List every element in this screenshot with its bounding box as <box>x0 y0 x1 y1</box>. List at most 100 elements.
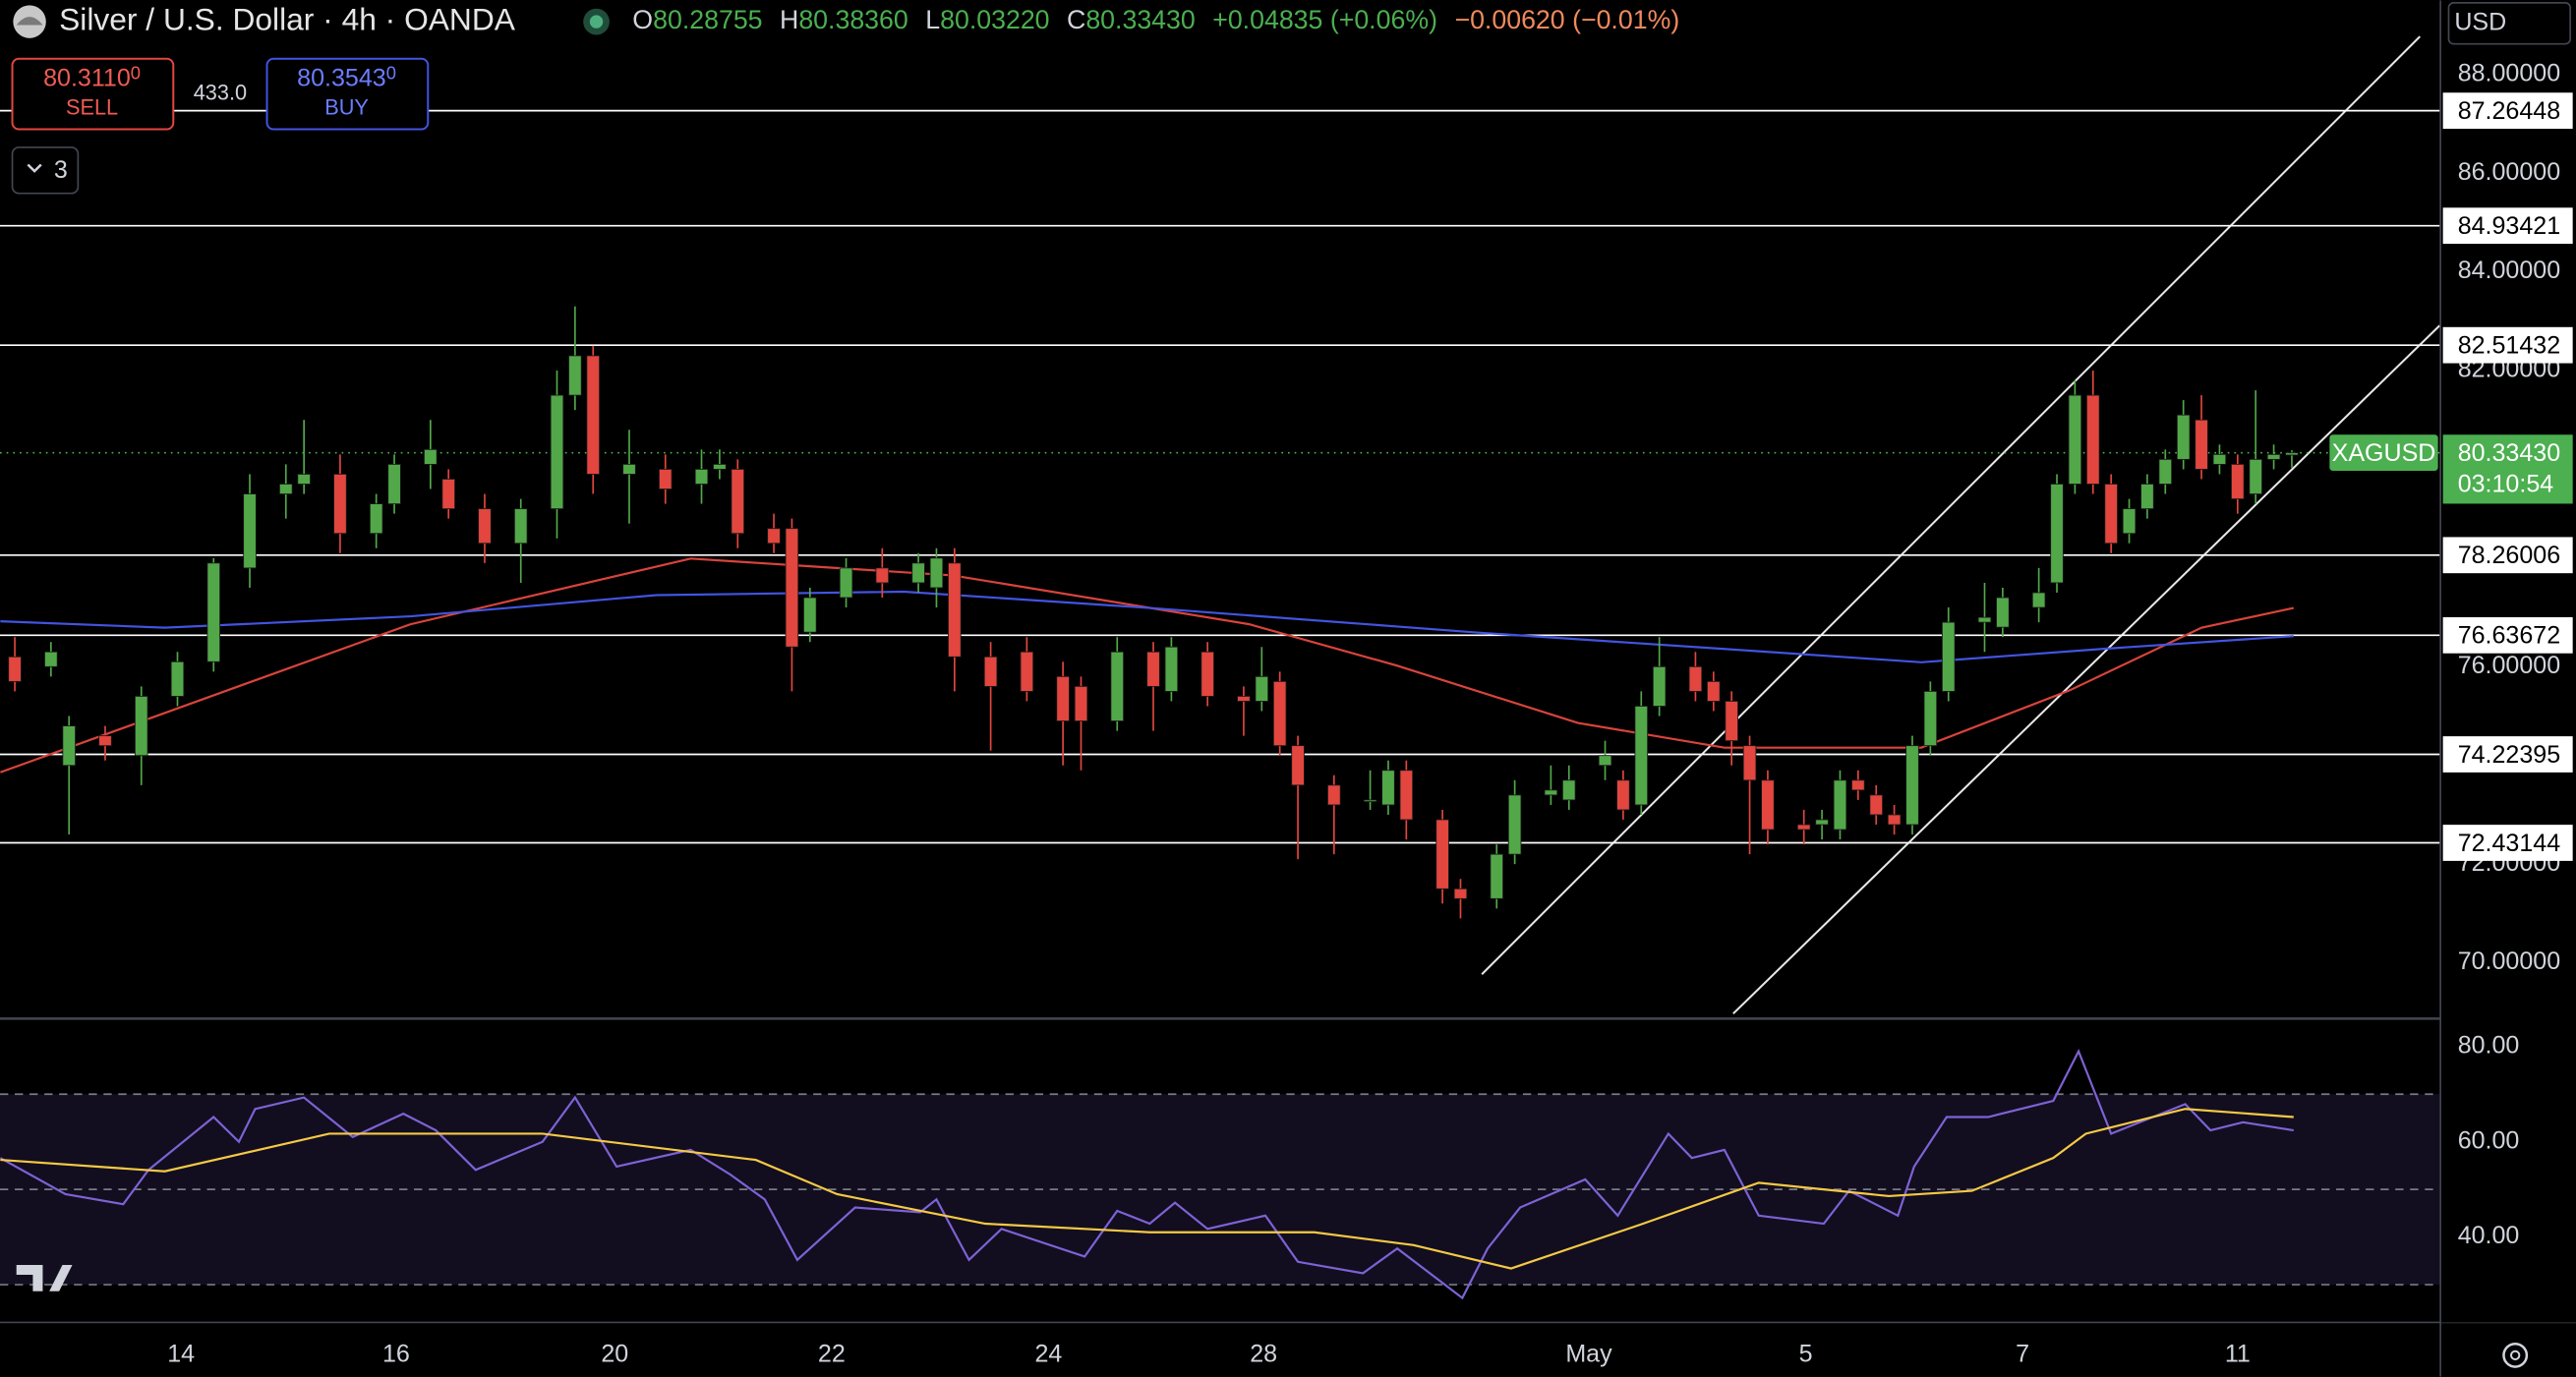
indicator-line <box>0 557 2295 774</box>
level-label-bg <box>2442 207 2573 245</box>
symbol-label: XAGUSD <box>2332 439 2436 467</box>
candle-body <box>911 562 925 584</box>
candle-body <box>1110 651 1125 721</box>
candle-body <box>2140 484 2154 510</box>
candle-body <box>1996 597 2010 628</box>
candle-body <box>98 735 112 747</box>
sell-price: 80.31100 <box>43 62 141 91</box>
candle-body <box>478 508 492 545</box>
candle-body <box>983 656 998 687</box>
candle-body <box>658 469 673 489</box>
last-price-label: 80.33430 <box>2458 439 2560 467</box>
candle-body <box>1363 799 1377 802</box>
axis-layer: 14 16 20 22 24 28 May 5 7 11 88.00000 86.00000 84.00… <box>167 59 2573 1368</box>
candle-body <box>424 448 438 465</box>
candle-body <box>1381 770 1395 806</box>
level-label: 87.26448 <box>2458 97 2560 125</box>
candle-body <box>622 464 636 475</box>
candle-body <box>1851 779 1865 791</box>
candle-body <box>279 484 293 494</box>
candle-body <box>1200 651 1214 697</box>
level-label-bg <box>2442 92 2573 130</box>
candle-body <box>694 469 709 485</box>
symbol-label-bg <box>2329 434 2438 472</box>
indicators-count: 3 <box>54 156 68 184</box>
candle-body <box>1146 651 1160 687</box>
market-status-dot <box>589 15 604 29</box>
candle-body <box>2176 414 2191 460</box>
y-tick-label: 88.00000 <box>2458 59 2560 86</box>
settings-button[interactable] <box>2502 1342 2529 1368</box>
x-tick-label: 22 <box>818 1341 846 1368</box>
y-tick-label: 70.00000 <box>2458 947 2560 975</box>
high-value: 80.38360 <box>798 5 907 34</box>
level-label: 74.22395 <box>2458 741 2560 769</box>
level-label: 72.43144 <box>2458 830 2561 857</box>
y-tick-label: 84.00000 <box>2458 257 2560 284</box>
candle-body <box>1905 745 1919 826</box>
candle-body <box>1255 675 1269 702</box>
x-tick-label: 16 <box>382 1341 410 1368</box>
low-value: 80.03220 <box>940 5 1049 34</box>
candle-body <box>2231 464 2245 499</box>
trend-line[interactable] <box>1732 324 2441 1015</box>
open-label: O <box>632 5 653 34</box>
chevron-icon <box>27 163 42 173</box>
trend-line[interactable] <box>1481 35 2421 975</box>
candle-body <box>8 656 22 682</box>
candle-body <box>441 479 455 510</box>
x-tick-label: 14 <box>167 1341 195 1368</box>
candle-body <box>134 696 148 757</box>
candle-body <box>948 562 962 658</box>
candle-body <box>713 464 727 470</box>
candle-body <box>1725 701 1738 742</box>
candle-body <box>875 567 890 584</box>
sell-price-main: 80.3110 <box>43 64 131 91</box>
candle-body <box>513 508 528 545</box>
candle-body <box>550 394 564 510</box>
candle-body <box>785 528 799 648</box>
candle-body <box>206 562 221 662</box>
level-label-bg <box>2442 825 2573 861</box>
candle-body <box>568 355 582 396</box>
currency-button[interactable] <box>2447 2 2571 45</box>
candle-body <box>2285 452 2299 456</box>
x-tick-label: 7 <box>2016 1341 2029 1368</box>
y-tick-label: 80.00 <box>2458 1031 2520 1059</box>
level-label-bg <box>2442 616 2573 654</box>
candle-body <box>1977 616 1992 623</box>
logo[interactable] <box>16 1264 73 1291</box>
candle-body <box>2212 453 2227 465</box>
candle-body <box>1796 824 1811 831</box>
level-label: 82.51432 <box>2458 331 2560 359</box>
candle-body <box>1598 755 1612 767</box>
candle-body <box>2122 508 2137 535</box>
currency: USD <box>2454 8 2506 35</box>
sell-button[interactable] <box>11 57 175 131</box>
candle-body <box>1742 745 1757 781</box>
candle-body <box>1616 779 1630 811</box>
x-tick-label: 5 <box>1799 1341 1813 1368</box>
symbol-title[interactable]: Silver / U.S. Dollar · 4h · OANDA <box>59 1 516 36</box>
candle-body <box>1074 685 1088 721</box>
buy-price-small: 0 <box>386 62 396 83</box>
y-tick-label: 60.00 <box>2458 1126 2520 1154</box>
candle-body <box>243 493 257 569</box>
level-label: 78.26006 <box>2458 542 2560 569</box>
countdown: 03:10:54 <box>2458 471 2554 498</box>
candle-body <box>1652 665 1667 707</box>
indicators-toggle[interactable] <box>11 146 80 195</box>
candle-body <box>1561 779 1576 801</box>
candle-body <box>2249 458 2262 494</box>
level-label: 76.63672 <box>2458 622 2560 650</box>
level-label-bg <box>2442 537 2573 574</box>
level-label-bg <box>2442 326 2573 364</box>
candle-body <box>929 557 944 589</box>
candle-body <box>369 503 383 535</box>
candle-body <box>2195 419 2208 470</box>
level-label: 84.93421 <box>2458 212 2560 240</box>
low-label: L <box>925 5 940 34</box>
buy-button[interactable] <box>265 57 430 131</box>
